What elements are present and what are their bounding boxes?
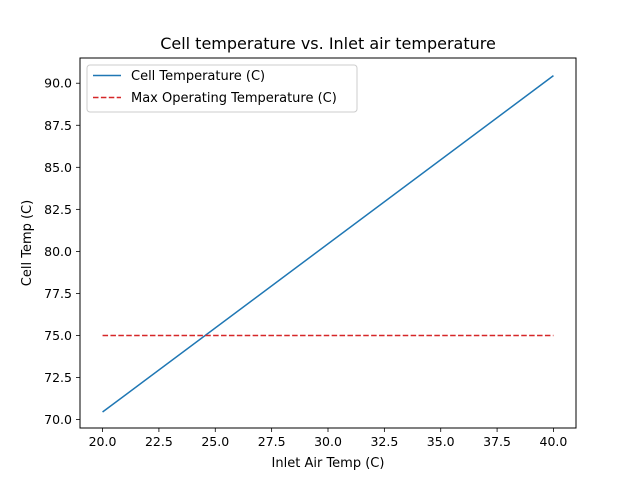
x-tick-label: 37.5 — [483, 434, 511, 449]
legend-label-max-operating-temperature: Max Operating Temperature (C) — [131, 91, 337, 106]
x-tick-label: 35.0 — [427, 434, 455, 449]
legend: Cell Temperature (C) Max Operating Tempe… — [86, 64, 358, 113]
legend-box — [86, 64, 358, 113]
y-tick-label: 90.0 — [44, 76, 72, 91]
x-tick-label: 25.0 — [201, 434, 229, 449]
x-tick-label: 20.0 — [89, 434, 117, 449]
x-tick-label: 30.0 — [314, 434, 342, 449]
y-tick-label: 87.5 — [44, 118, 72, 133]
y-axis: 70.0 72.5 75.0 77.5 80.0 82.5 85.0 87.5 90.0 — [44, 76, 80, 427]
y-tick-label: 80.0 — [44, 244, 72, 259]
y-tick-label: 77.5 — [44, 286, 72, 301]
y-tick-label: 85.0 — [44, 160, 72, 175]
x-axis-label: Inlet Air Temp (C) — [272, 456, 385, 471]
series-line-cell-temperature — [102, 75, 554, 413]
y-tick-label: 82.5 — [44, 202, 72, 217]
x-tick-label: 27.5 — [258, 434, 286, 449]
x-tick-label: 32.5 — [370, 434, 398, 449]
x-axis: 20.0 22.5 25.0 27.5 30.0 32.5 35.0 37.5 40.0 — [89, 428, 568, 449]
chart-title: Cell temperature vs. Inlet air temperatu… — [160, 34, 496, 53]
y-tick-label: 72.5 — [44, 370, 72, 385]
plot-area — [102, 75, 554, 413]
legend-label-cell-temperature: Cell Temperature (C) — [131, 69, 265, 84]
y-axis-label: Cell Temp (C) — [20, 200, 35, 286]
y-tick-label: 75.0 — [44, 328, 72, 343]
x-tick-label: 22.5 — [145, 434, 173, 449]
y-tick-label: 70.0 — [44, 412, 72, 427]
x-tick-label: 40.0 — [540, 434, 568, 449]
